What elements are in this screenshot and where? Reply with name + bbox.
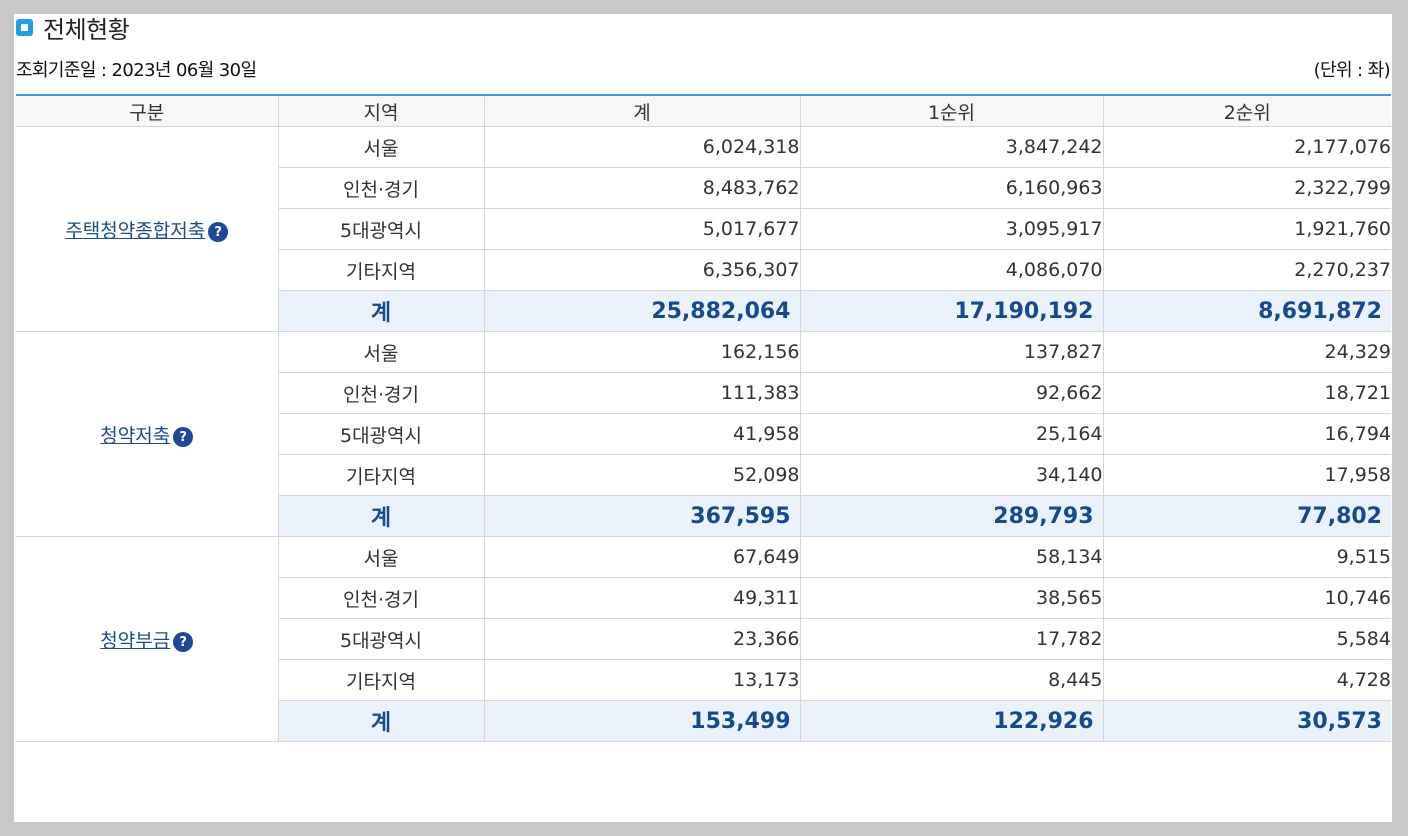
content-panel: 전체현황 조회기준일 : 2023년 06월 30일 (단위 : 좌) 구분 지… xyxy=(14,14,1392,822)
rank1-cell: 3,847,242 xyxy=(799,126,1104,168)
subtotal-rank1: 289,793 xyxy=(799,495,1104,537)
total-cell: 111,383 xyxy=(483,372,801,414)
rank2-cell: 1,921,760 xyxy=(1102,208,1391,250)
rank2-cell: 5,584 xyxy=(1102,618,1391,660)
subtotal-total: 367,595 xyxy=(483,495,801,537)
rank2-cell: 4,728 xyxy=(1102,659,1391,701)
total-cell: 6,024,318 xyxy=(483,126,801,168)
subtotal-label: 계 xyxy=(278,700,485,742)
rank2-cell: 2,177,076 xyxy=(1102,126,1391,168)
subtotal-total: 25,882,064 xyxy=(483,290,801,332)
help-icon[interactable]: ? xyxy=(173,427,194,447)
subtotal-rank2: 8,691,872 xyxy=(1102,290,1391,332)
rank1-cell: 92,662 xyxy=(799,372,1104,414)
header-category: 구분 xyxy=(16,94,279,127)
total-cell: 6,356,307 xyxy=(483,249,801,291)
header-rank1: 1순위 xyxy=(799,94,1104,127)
subscription-stats-table: 구분 지역 계 1순위 2순위 주택청약종합저축? 서울 6,024,318 3,84… xyxy=(16,94,1391,742)
region-cell: 기타지역 xyxy=(278,454,485,496)
rank1-cell: 3,095,917 xyxy=(799,208,1104,250)
region-cell: 인천·경기 xyxy=(278,577,485,619)
table-row: 기타지역 52,098 34,140 17,958 xyxy=(16,454,1391,496)
table-row: 주택청약종합저축? 서울 6,024,318 3,847,242 2,177,076 xyxy=(16,126,1391,332)
region-cell: 서울 xyxy=(277,331,485,373)
unit-label: (단위 : 좌) xyxy=(1313,60,1391,81)
category-link[interactable]: 청약저축 xyxy=(100,424,171,447)
table-header-row: 구분 지역 계 1순위 2순위 xyxy=(16,94,1391,127)
region-cell: 기타지역 xyxy=(278,249,485,291)
total-cell: 162,156 xyxy=(483,331,801,373)
total-cell: 23,366 xyxy=(483,618,801,660)
subtotal-row: 계 153,499 122,926 30,573 xyxy=(16,700,1391,742)
section-header: 전체현황 xyxy=(16,14,130,44)
rank1-cell: 58,134 xyxy=(799,536,1104,578)
subtotal-total: 153,499 xyxy=(483,700,801,742)
help-icon[interactable]: ? xyxy=(208,222,229,242)
total-cell: 13,173 xyxy=(483,659,801,701)
subtotal-row: 계 25,882,064 17,190,192 8,691,872 xyxy=(16,290,1391,332)
rank1-cell: 137,827 xyxy=(799,331,1104,373)
subtotal-rank2: 77,802 xyxy=(1102,495,1391,537)
total-cell: 52,098 xyxy=(483,454,801,496)
table-row: 인천·경기 49,311 38,565 10,746 xyxy=(16,577,1391,619)
table-row: 인천·경기 111,383 92,662 18,721 xyxy=(16,372,1391,414)
region-cell: 5대광역시 xyxy=(278,413,485,455)
region-cell: 인천·경기 xyxy=(278,372,485,414)
subtotal-rank2: 30,573 xyxy=(1102,700,1391,742)
region-cell: 서울 xyxy=(277,536,485,578)
category-cell: 청약부금? xyxy=(16,536,279,742)
subtotal-rank1: 122,926 xyxy=(799,700,1104,742)
region-cell: 서울 xyxy=(277,126,485,168)
rank1-cell: 34,140 xyxy=(799,454,1104,496)
table-row: 기타지역 6,356,307 4,086,070 2,270,237 xyxy=(16,249,1391,291)
header-region: 지역 xyxy=(277,94,485,127)
region-cell: 기타지역 xyxy=(278,659,485,701)
rank2-cell: 10,746 xyxy=(1102,577,1391,619)
table-row: 5대광역시 23,366 17,782 5,584 xyxy=(16,618,1391,660)
subtotal-rank1: 17,190,192 xyxy=(799,290,1104,332)
square-bullet-icon xyxy=(16,18,33,36)
table-row: 청약부금? 서울 67,649 58,134 9,515 xyxy=(16,536,1391,742)
rank1-cell: 38,565 xyxy=(799,577,1104,619)
rank2-cell: 18,721 xyxy=(1102,372,1391,414)
table-row: 5대광역시 41,958 25,164 16,794 xyxy=(16,413,1391,455)
rank2-cell: 2,270,237 xyxy=(1102,249,1391,291)
subtotal-label: 계 xyxy=(278,495,485,537)
header-total: 계 xyxy=(483,94,801,127)
section-title: 전체현황 xyxy=(43,15,130,44)
rank2-cell: 9,515 xyxy=(1102,536,1391,578)
region-cell: 5대광역시 xyxy=(278,618,485,660)
rank2-cell: 17,958 xyxy=(1102,454,1391,496)
total-cell: 41,958 xyxy=(483,413,801,455)
table-body: 주택청약종합저축? 서울 6,024,318 3,847,242 2,177,076 인천… xyxy=(16,126,1391,742)
table-row: 5대광역시 5,017,677 3,095,917 1,921,760 xyxy=(16,208,1391,250)
region-cell: 5대광역시 xyxy=(278,208,485,250)
rank2-cell: 16,794 xyxy=(1102,413,1391,455)
category-link[interactable]: 청약부금 xyxy=(100,629,171,652)
subtotal-label: 계 xyxy=(278,290,485,332)
header-rank2: 2순위 xyxy=(1102,94,1391,127)
rank1-cell: 4,086,070 xyxy=(799,249,1104,291)
table-row: 청약저축? 서울 162,156 137,827 24,329 xyxy=(16,331,1391,537)
help-icon[interactable]: ? xyxy=(173,632,194,652)
rank1-cell: 8,445 xyxy=(799,659,1104,701)
rank2-cell: 24,329 xyxy=(1102,331,1391,373)
rank1-cell: 17,782 xyxy=(799,618,1104,660)
total-cell: 5,017,677 xyxy=(483,208,801,250)
category-cell: 청약저축? xyxy=(16,331,279,537)
category-link[interactable]: 주택청약종합저축 xyxy=(65,219,206,242)
region-cell: 인천·경기 xyxy=(278,167,485,209)
subtotal-row: 계 367,595 289,793 77,802 xyxy=(16,495,1391,537)
total-cell: 49,311 xyxy=(483,577,801,619)
table-row: 기타지역 13,173 8,445 4,728 xyxy=(16,659,1391,701)
rank1-cell: 6,160,963 xyxy=(799,167,1104,209)
rank1-cell: 25,164 xyxy=(799,413,1104,455)
total-cell: 67,649 xyxy=(483,536,801,578)
total-cell: 8,483,762 xyxy=(483,167,801,209)
base-date-label: 조회기준일 : 2023년 06월 30일 xyxy=(16,60,257,81)
category-cell: 주택청약종합저축? xyxy=(16,126,279,332)
rank2-cell: 2,322,799 xyxy=(1102,167,1391,209)
